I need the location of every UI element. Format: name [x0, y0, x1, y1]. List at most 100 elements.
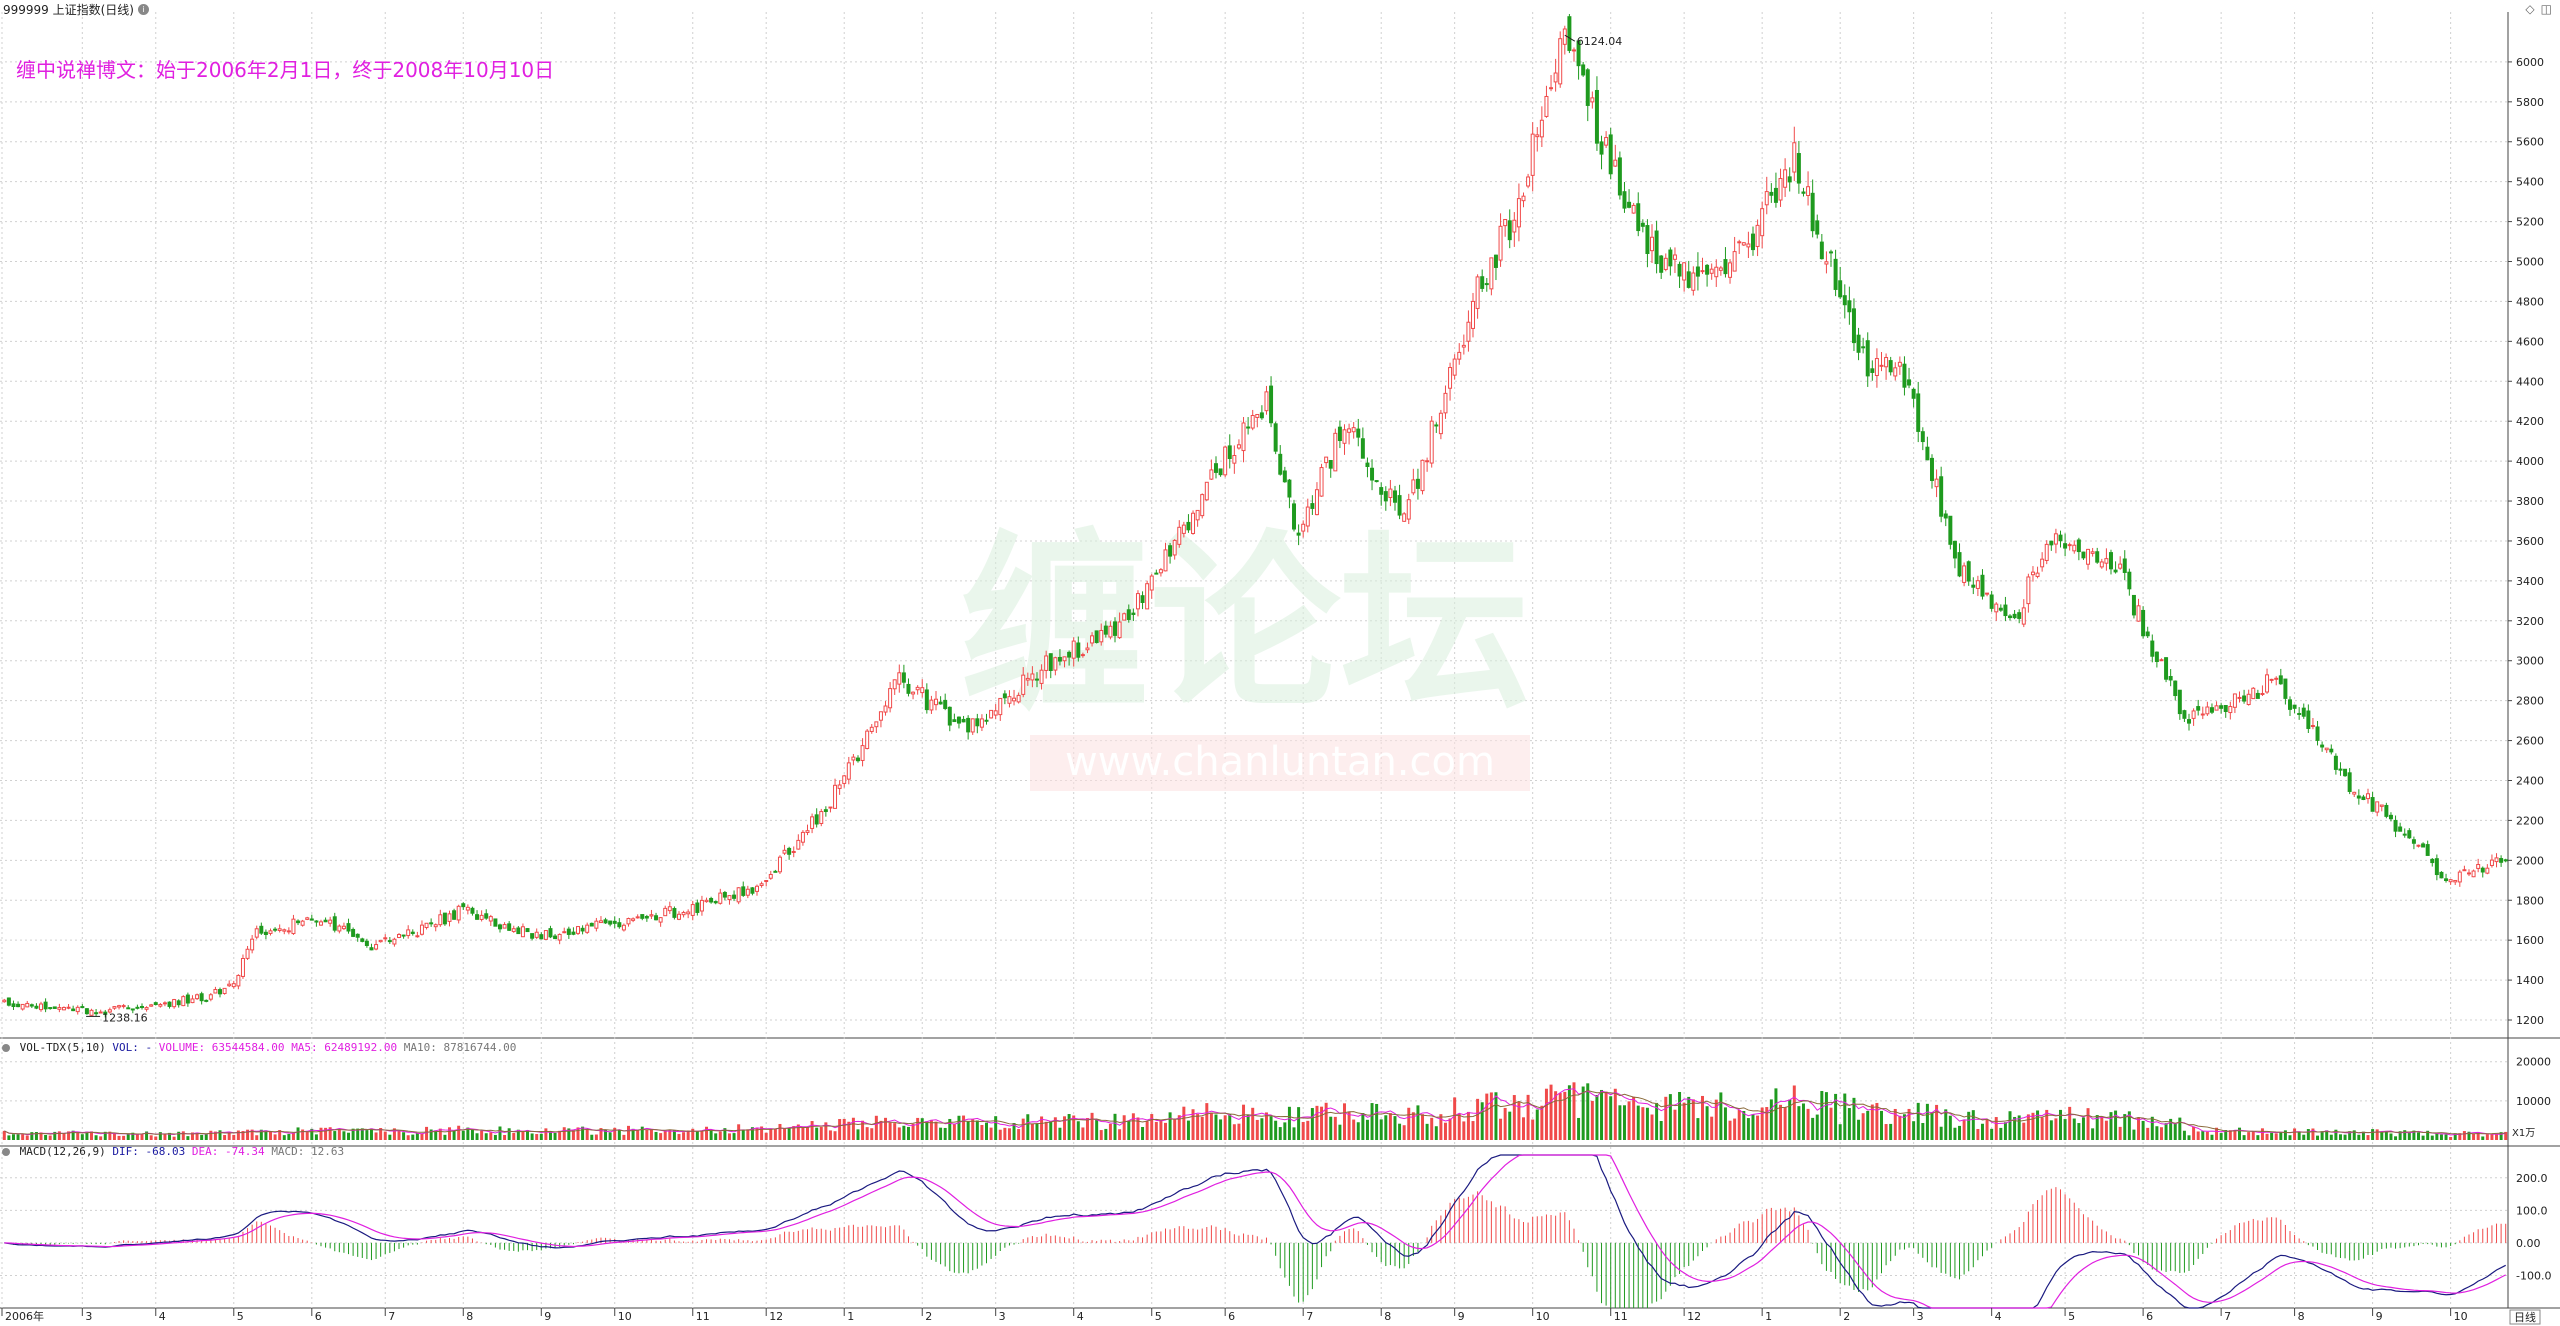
candle	[442, 912, 447, 925]
volume-bar	[2361, 1131, 2365, 1140]
candle	[1140, 595, 1145, 603]
macd-info-icon[interactable]	[2, 1148, 10, 1156]
candle	[254, 928, 259, 938]
volume-bar	[34, 1132, 38, 1140]
candle	[259, 925, 264, 934]
volume-bar	[2114, 1110, 2118, 1140]
info-icon[interactable]: i	[138, 3, 149, 15]
candle	[2049, 540, 2054, 546]
macd-bars	[4, 1154, 2507, 1309]
annotation-arrow	[1564, 34, 1576, 42]
candle	[2108, 552, 2113, 570]
window-icon[interactable]: ◫	[2540, 2, 2552, 16]
x-tick-label: 3	[999, 1310, 1006, 1323]
candle	[833, 784, 838, 809]
volume-bar	[1462, 1121, 1466, 1140]
volume-bar	[2063, 1119, 2067, 1140]
volume-bar	[1219, 1119, 1223, 1140]
candle	[1833, 258, 1838, 290]
volume-bar	[2022, 1122, 2026, 1140]
volume-bar	[1026, 1114, 1030, 1140]
candle	[6, 997, 11, 1006]
volume-bar	[2095, 1115, 2099, 1140]
volume-bar	[2104, 1120, 2108, 1140]
candle	[755, 885, 760, 892]
volume-bar	[489, 1132, 493, 1140]
candle	[1925, 446, 1930, 461]
volume-bar	[1967, 1111, 1971, 1140]
volume-bar	[1544, 1088, 1548, 1140]
volume-bar	[718, 1131, 722, 1140]
candle	[2012, 613, 2017, 619]
volume-bar	[1260, 1118, 1264, 1140]
candle	[2131, 594, 2136, 616]
macd-tick-label: 100.0	[2516, 1204, 2548, 1217]
candle	[1498, 225, 1503, 261]
candle	[865, 730, 870, 749]
volume-bar	[2059, 1109, 2062, 1140]
volume-bar	[1980, 1123, 1984, 1140]
volume-bar	[1834, 1093, 1838, 1140]
candle	[975, 718, 980, 727]
volume-bar	[291, 1132, 295, 1140]
volume-bar	[438, 1128, 442, 1140]
volume-bar	[1953, 1127, 1957, 1140]
candle	[144, 1007, 149, 1010]
candle	[300, 920, 305, 926]
volume-bar	[861, 1120, 865, 1140]
volume-bar	[998, 1129, 1002, 1140]
candle	[897, 672, 902, 685]
volume-bar	[659, 1133, 663, 1140]
volume-bar	[1999, 1127, 2003, 1140]
volume-bar	[1118, 1129, 1122, 1140]
candle	[185, 994, 190, 1004]
candle	[263, 931, 268, 935]
candle	[993, 710, 998, 716]
volume-bar	[627, 1125, 630, 1140]
candle	[1434, 424, 1439, 427]
volume-info-icon[interactable]	[2, 1044, 10, 1052]
candle	[410, 931, 415, 934]
candle	[2187, 719, 2192, 724]
volume-bar	[2164, 1123, 2168, 1140]
volume-bar	[1063, 1116, 1067, 1140]
candle	[539, 934, 544, 940]
period-button-label[interactable]: 日线	[2514, 1310, 2536, 1324]
x-tick-label: 6	[1228, 1310, 1235, 1323]
volume-bar	[2205, 1131, 2209, 1140]
candle	[98, 1011, 103, 1014]
volume-bar	[1627, 1101, 1631, 1140]
candle	[699, 899, 704, 912]
candle	[1764, 191, 1769, 206]
candle	[1402, 513, 1407, 522]
candle	[1062, 656, 1067, 662]
period-button[interactable]	[2509, 1309, 2541, 1325]
candle	[2466, 872, 2471, 875]
x-tick-label: 11	[1614, 1310, 1628, 1323]
candle	[493, 918, 498, 927]
volume-bar	[2045, 1109, 2049, 1140]
candle	[1581, 64, 1586, 76]
candle	[176, 1000, 181, 1006]
candle	[2356, 795, 2361, 799]
volume-bar	[1072, 1115, 1076, 1140]
candle	[2063, 543, 2068, 549]
candle	[2324, 747, 2329, 751]
candle	[626, 918, 631, 925]
candle	[1021, 674, 1026, 695]
volume-bar	[966, 1121, 970, 1140]
volume-bar	[1251, 1107, 1255, 1140]
volume-bar	[1186, 1120, 1190, 1140]
volume-bar	[1269, 1116, 1273, 1140]
volume-bar	[1095, 1119, 1099, 1140]
volume-bar	[1820, 1090, 1824, 1140]
volume-bar	[1113, 1113, 1117, 1140]
diamond-icon[interactable]: ◇	[2525, 2, 2535, 16]
volume-bar	[1223, 1115, 1227, 1140]
volume-bar	[1466, 1111, 1470, 1140]
candle	[355, 933, 360, 938]
volume-bar	[57, 1131, 61, 1140]
candle	[66, 1006, 71, 1009]
candle	[1443, 392, 1448, 414]
